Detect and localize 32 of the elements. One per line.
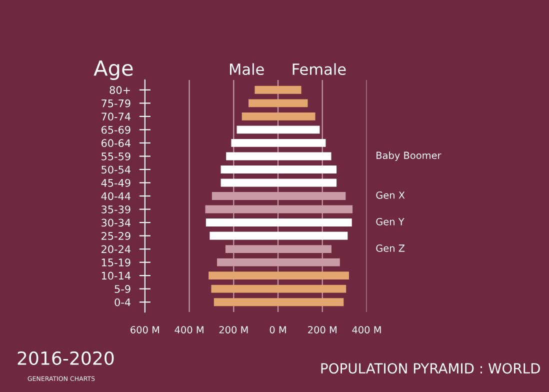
x-tick-label: 200 M bbox=[219, 326, 248, 334]
text: Gen Y bbox=[376, 218, 404, 226]
y-tick-label: 75-79 bbox=[102, 99, 130, 108]
text: POPULATION PYRAMID : WORLD bbox=[321, 363, 540, 374]
y-tick-label: 5-9 bbox=[114, 285, 130, 293]
y-tick-label: 0-4 bbox=[114, 298, 130, 306]
x-tick-label: 400 M bbox=[352, 326, 381, 334]
x-tick-label: 400 M bbox=[174, 326, 204, 334]
series-label: Male bbox=[230, 63, 264, 76]
x-tick-label: 200 M bbox=[308, 326, 336, 334]
y-tick-label: 40-44 bbox=[101, 192, 130, 200]
y-tick-label: 45-49 bbox=[101, 178, 130, 187]
y-tick-label: 70-74 bbox=[102, 112, 130, 121]
y-tick-label: 65-69 bbox=[102, 126, 130, 134]
y-tick-label: 30-34 bbox=[102, 218, 130, 227]
x-tick-label: 0 M bbox=[270, 326, 286, 334]
y-tick-label: 60-64 bbox=[102, 139, 130, 148]
x-tick-label: 600 M bbox=[130, 326, 160, 334]
text: 2016-2020 bbox=[18, 351, 114, 365]
text: Baby Boomer bbox=[376, 152, 442, 161]
y-tick-label: 25-29 bbox=[102, 232, 130, 240]
y-tick-label: 20-24 bbox=[102, 245, 130, 254]
y-tick-label: 15-19 bbox=[102, 258, 130, 266]
series-label: Female bbox=[292, 63, 346, 76]
y-tick-label: 50-54 bbox=[102, 166, 130, 174]
y-tick-label: 10-14 bbox=[102, 272, 130, 280]
y-tick-label: 55-59 bbox=[102, 152, 130, 160]
y-tick-label: 80+ bbox=[110, 86, 130, 94]
y-tick-label: 35-39 bbox=[102, 205, 130, 214]
y-axis-title: Age bbox=[94, 60, 133, 80]
text: Gen Z bbox=[376, 244, 405, 252]
text: Gen X bbox=[376, 191, 405, 199]
